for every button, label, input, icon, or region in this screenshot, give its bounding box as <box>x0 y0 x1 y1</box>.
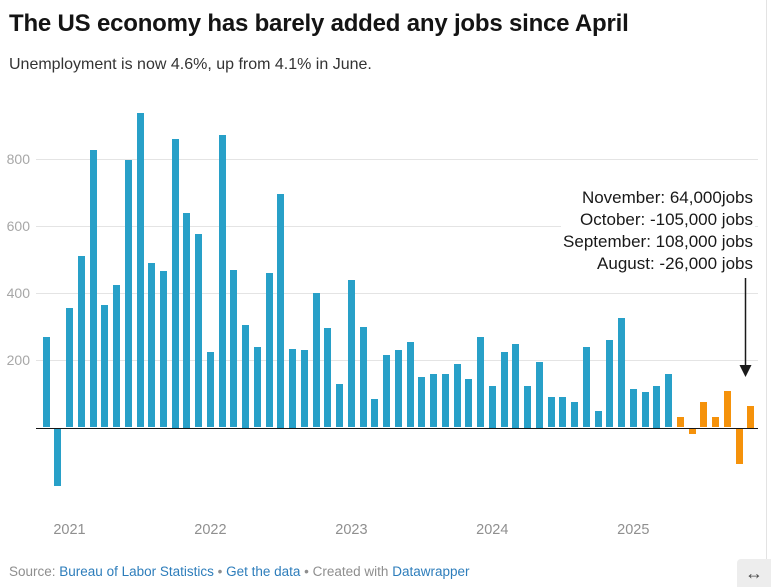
annotation-line-august: August: -26,000 jobs <box>597 254 753 273</box>
bar-nov-2022[interactable] <box>324 328 332 428</box>
bar-jul-2021[interactable] <box>136 113 144 428</box>
bar-dec-2022[interactable] <box>336 383 344 428</box>
bar-jun-2022[interactable] <box>265 272 273 428</box>
y-gridline <box>36 293 758 295</box>
bar-jun-2025[interactable] <box>688 428 696 434</box>
bar-jun-2021[interactable] <box>124 160 132 428</box>
bar-may-2021[interactable] <box>113 284 120 428</box>
bar-sep-2025[interactable] <box>723 391 731 428</box>
bar-dec-2023[interactable] <box>477 336 485 428</box>
x-axis-baseline <box>36 427 758 429</box>
bar-oct-2022[interactable] <box>312 293 320 428</box>
bar-chart-plot-area: 200 400 600 800 2021 2022 2023 2024 2025 <box>6 113 758 538</box>
bar-sep-2021[interactable] <box>159 271 167 428</box>
y-axis-tick-label: 800 <box>6 150 30 167</box>
datawrapper-link[interactable]: Datawrapper <box>392 564 470 579</box>
bar-mar-2022[interactable] <box>230 269 238 428</box>
bar-jun-2023[interactable] <box>406 341 414 428</box>
horizontal-resize-icon: ↔ <box>745 563 763 583</box>
chart-footer: Source: Bureau of Labor Statistics • Get… <box>9 564 470 579</box>
y-gridline <box>36 158 758 160</box>
chart-title: The US economy has barely added any jobs… <box>9 10 629 37</box>
annotation-line-october: October: -105,000 jobs <box>580 210 753 229</box>
get-the-data-link[interactable]: Get the data <box>226 564 301 579</box>
bar-oct-2021[interactable] <box>171 138 179 428</box>
down-arrow-icon <box>739 278 752 377</box>
bar-jul-2022[interactable] <box>277 194 285 428</box>
source-label: Source: <box>9 564 60 579</box>
bar-mar-2025[interactable] <box>653 385 661 428</box>
embed-right-border <box>766 0 767 559</box>
bar-dec-2024[interactable] <box>618 318 625 428</box>
bar-feb-2023[interactable] <box>359 326 367 428</box>
bar-aug-2025[interactable] <box>712 417 719 428</box>
bar-jan-2023[interactable] <box>347 279 355 428</box>
separator: • <box>300 564 313 579</box>
source-link[interactable]: Bureau of Labor Statistics <box>59 564 214 579</box>
bar-aug-2022[interactable] <box>289 348 297 428</box>
bar-sep-2023[interactable] <box>441 373 449 428</box>
bar-mar-2023[interactable] <box>371 398 379 428</box>
x-axis-tick-label-2021: 2021 <box>53 522 86 538</box>
bar-jan-2022[interactable] <box>206 351 214 428</box>
y-axis-tick-label: 200 <box>6 352 30 369</box>
bar-nov-2023[interactable] <box>465 378 473 428</box>
y-gridline <box>36 225 758 227</box>
separator: • <box>213 564 227 579</box>
bar-jul-2025[interactable] <box>700 402 708 428</box>
bar-jun-2024[interactable] <box>547 397 555 428</box>
bar-apr-2023[interactable] <box>383 355 391 428</box>
bar-jan-2025[interactable] <box>629 388 637 428</box>
x-axis-tick-label-2023: 2023 <box>335 522 368 538</box>
created-with-label: Created with <box>312 564 393 579</box>
bar-aug-2023[interactable] <box>430 373 438 428</box>
bar-oct-2024[interactable] <box>594 410 602 428</box>
bar-may-2023[interactable] <box>394 350 402 428</box>
bar-sep-2024[interactable] <box>582 346 590 428</box>
bar-jan-2024[interactable] <box>488 385 496 428</box>
bar-may-2025[interactable] <box>676 417 684 428</box>
bar-jan-2021[interactable] <box>66 308 73 428</box>
bar-apr-2025[interactable] <box>665 373 672 428</box>
bar-apr-2024[interactable] <box>524 385 531 428</box>
y-axis-tick-label: 400 <box>6 285 30 302</box>
bar-nov-2025[interactable] <box>747 406 755 428</box>
bar-nov-2021[interactable] <box>183 212 191 428</box>
bar-feb-2022[interactable] <box>218 135 226 428</box>
chart-annotation: November: 64,000jobs October: -105,000 j… <box>561 186 755 276</box>
bar-nov-2020[interactable] <box>42 336 50 428</box>
bar-may-2024[interactable] <box>535 362 543 428</box>
bar-dec-2020[interactable] <box>54 428 62 486</box>
x-axis-tick-label-2024: 2024 <box>476 522 509 538</box>
bar-may-2022[interactable] <box>253 346 261 428</box>
bar-apr-2021[interactable] <box>101 304 109 428</box>
annotation-line-november: November: 64,000jobs <box>581 188 753 207</box>
annotation-line-september: September: 108,000 jobs <box>563 232 753 251</box>
y-axis-tick-label: 600 <box>6 217 30 234</box>
bar-jul-2023[interactable] <box>418 377 426 428</box>
bar-feb-2021[interactable] <box>77 256 85 428</box>
bar-oct-2023[interactable] <box>453 363 461 428</box>
bar-aug-2024[interactable] <box>571 402 578 428</box>
bar-feb-2025[interactable] <box>641 392 649 428</box>
bar-sep-2022[interactable] <box>300 350 308 428</box>
bar-mar-2024[interactable] <box>512 343 520 428</box>
resize-handle[interactable]: ↔ <box>737 559 771 587</box>
bar-apr-2022[interactable] <box>242 325 250 428</box>
bar-nov-2024[interactable] <box>606 340 614 428</box>
bar-oct-2025[interactable] <box>735 428 743 464</box>
bar-mar-2021[interactable] <box>89 150 97 428</box>
bar-dec-2021[interactable] <box>195 234 203 428</box>
x-axis-tick-label-2025: 2025 <box>617 522 650 538</box>
bar-aug-2021[interactable] <box>148 262 156 428</box>
bar-jul-2024[interactable] <box>559 397 567 428</box>
bar-feb-2024[interactable] <box>500 351 508 428</box>
x-axis-tick-label-2022: 2022 <box>194 522 227 538</box>
chart-subtitle: Unemployment is now 4.6%, up from 4.1% i… <box>9 56 372 73</box>
